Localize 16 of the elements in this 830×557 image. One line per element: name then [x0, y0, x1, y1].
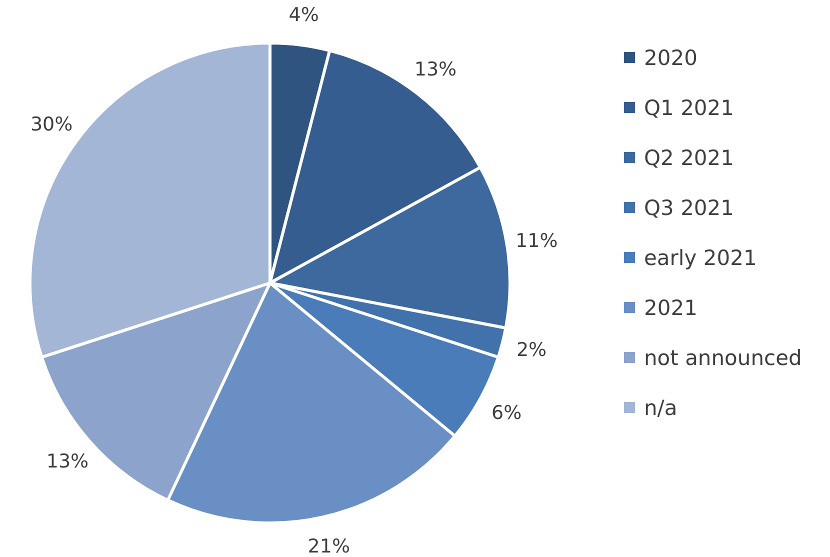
data-label: 4%: [288, 4, 319, 26]
data-label: 6%: [492, 402, 522, 424]
legend-label: 2021: [644, 296, 698, 320]
data-label: 11%: [516, 230, 558, 252]
legend-label: Q1 2021: [644, 96, 734, 120]
data-label: 2%: [516, 339, 547, 362]
data-label: 21%: [308, 536, 350, 557]
legend-label: not announced: [644, 346, 802, 370]
legend-label: Q2 2021: [644, 146, 734, 170]
legend-label: 2020: [644, 46, 698, 70]
legend-label: early 2021: [644, 246, 757, 270]
legend-label: Q3 2021: [644, 196, 734, 220]
legend-label: n/a: [644, 396, 678, 420]
data-label: 13%: [46, 450, 89, 473]
data-label: 13%: [414, 58, 457, 81]
data-label: 30%: [30, 113, 73, 136]
